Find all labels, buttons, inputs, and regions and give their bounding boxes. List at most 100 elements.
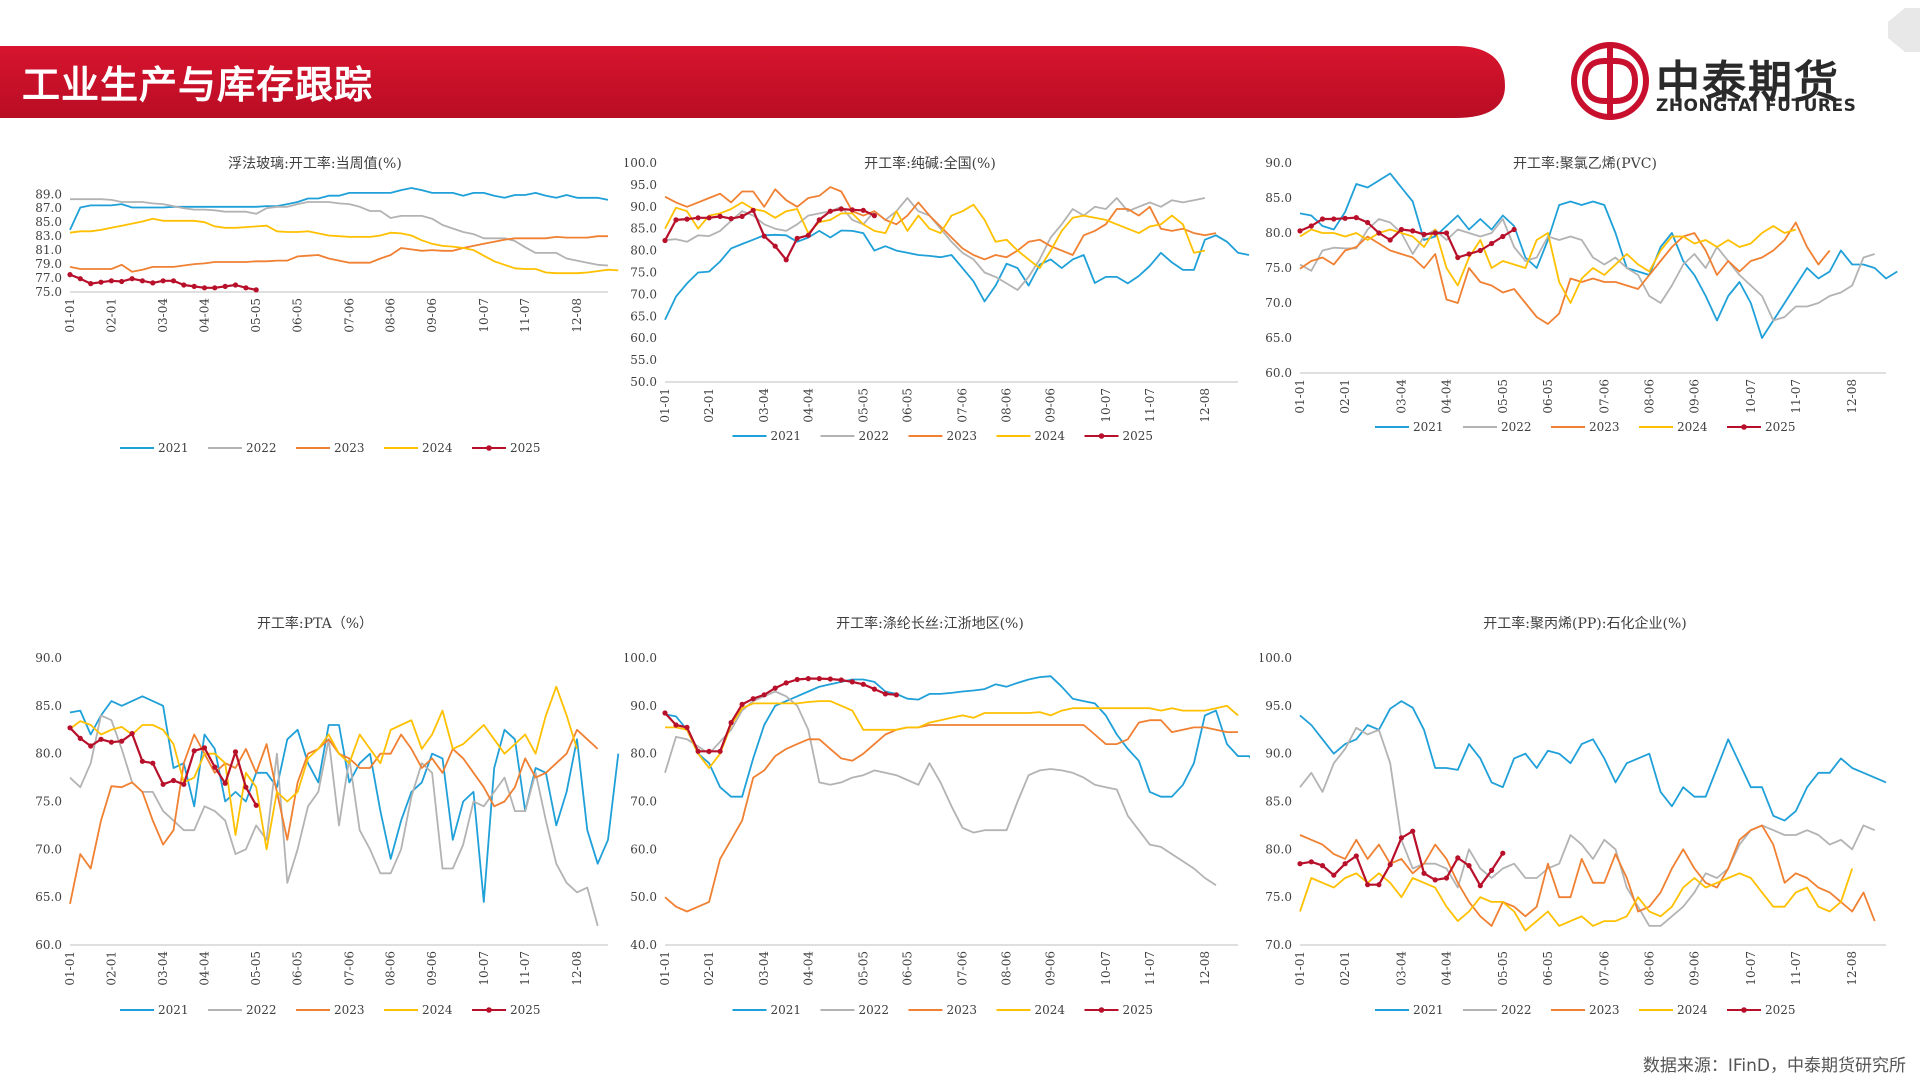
series-line-2023 <box>664 186 1217 261</box>
legend-marker <box>1741 1007 1747 1013</box>
legend-label: 2023 <box>1589 1003 1620 1017</box>
series-point-2025 <box>871 686 877 692</box>
series-line-2022 <box>664 197 1206 291</box>
series-point-2025 <box>1331 216 1337 222</box>
series-point-2025 <box>201 285 208 291</box>
series-line-2025 <box>664 677 897 753</box>
series-point-2025 <box>695 215 701 221</box>
series-point-2025 <box>1297 861 1303 867</box>
series-point-2025 <box>243 784 249 790</box>
y-tick-label: 85.0 <box>1265 795 1292 809</box>
chart-title: 开工率:PTA（%） <box>257 615 373 632</box>
series-point-2025 <box>706 748 712 754</box>
x-tick-label: 07-06 <box>1597 379 1611 414</box>
y-tick-label: 83.0 <box>35 229 62 243</box>
series-line-2021 <box>69 695 620 903</box>
x-tick-label: 12-08 <box>1845 951 1859 986</box>
series-point-2025 <box>1308 859 1314 865</box>
x-tick-label: 09-06 <box>425 951 439 986</box>
legend-label: 2021 <box>158 1003 189 1017</box>
x-tick-label: 01-01 <box>1293 379 1307 414</box>
series-point-2025 <box>108 278 114 284</box>
x-tick-label: 06-05 <box>1541 379 1555 414</box>
series-point-2025 <box>1443 875 1450 881</box>
series-point-2025 <box>1421 870 1427 876</box>
x-tick-label: 03-04 <box>1394 951 1408 986</box>
series-point-2025 <box>1466 863 1472 869</box>
x-tick-label: 08-06 <box>1000 951 1014 986</box>
legend-item-2022: 2022 <box>820 1003 889 1017</box>
y-tick-label: 75.0 <box>630 266 657 280</box>
x-tick-label: 11-07 <box>1789 951 1803 986</box>
x-tick-label: 11-07 <box>1143 388 1157 423</box>
legend-item-2024: 2024 <box>996 1003 1065 1017</box>
series-line-2024 <box>1299 868 1854 932</box>
x-tick-label: 11-07 <box>1143 951 1157 986</box>
legend-marker <box>1098 1007 1105 1013</box>
legend-item-2023: 2023 <box>296 1003 365 1017</box>
x-tick-label: 06-05 <box>900 388 914 423</box>
legend-item-2023: 2023 <box>1551 1003 1620 1017</box>
chart-title: 开工率:涤纶长丝:江浙地区(%) <box>836 615 1024 632</box>
x-tick-label: 12-08 <box>570 951 584 986</box>
series-point-2025 <box>1398 835 1404 841</box>
series-point-2025 <box>139 278 145 284</box>
y-tick-label: 85.0 <box>35 215 62 229</box>
y-tick-label: 85.0 <box>630 222 657 236</box>
legend-item-2024: 2024 <box>996 429 1065 443</box>
series-point-2025 <box>67 725 73 731</box>
y-tick-label: 70.0 <box>1265 296 1292 310</box>
series-point-2025 <box>150 760 156 766</box>
y-tick-label: 100.0 <box>1260 651 1292 665</box>
series-point-2025 <box>1410 828 1416 834</box>
legend-label: 2025 <box>510 1003 541 1017</box>
x-tick-label: 08-06 <box>384 951 398 986</box>
series-point-2025 <box>98 736 104 742</box>
series-line-2022 <box>664 690 1217 886</box>
x-tick-label: 01-01 <box>63 298 77 333</box>
y-tick-label: 79.0 <box>35 257 62 271</box>
legend-label: 2021 <box>771 1003 802 1017</box>
x-tick-label: 04-04 <box>198 951 212 986</box>
x-tick-label: 02-01 <box>702 951 716 986</box>
legend-item-2024: 2024 <box>384 441 453 455</box>
series-point-2025 <box>827 208 833 214</box>
series-point-2025 <box>673 217 679 223</box>
x-tick-label: 06-05 <box>291 951 305 986</box>
y-tick-label: 80.0 <box>630 244 657 258</box>
series-point-2025 <box>1353 215 1359 221</box>
x-tick-label: 04-04 <box>198 298 212 333</box>
x-tick-label: 09-06 <box>425 298 439 333</box>
legend-label: 2022 <box>859 429 890 443</box>
y-tick-label: 90.0 <box>35 651 62 665</box>
x-tick-label: 05-05 <box>1496 379 1510 414</box>
series-point-2025 <box>1331 872 1337 878</box>
y-tick-label: 75.0 <box>1265 890 1292 904</box>
legend-item-2021: 2021 <box>732 429 801 443</box>
series-point-2025 <box>108 739 114 745</box>
series-point-2025 <box>1319 216 1326 222</box>
y-tick-label: 70.0 <box>630 795 657 809</box>
series-point-2025 <box>1376 230 1382 236</box>
x-tick-label: 08-06 <box>1642 951 1656 986</box>
series-line-2021 <box>664 675 1250 798</box>
x-tick-label: 11-07 <box>518 951 532 986</box>
y-tick-label: 60.0 <box>35 938 62 952</box>
legend-item-2022: 2022 <box>208 441 277 455</box>
series-point-2025 <box>684 216 690 222</box>
legend-label: 2025 <box>1123 429 1154 443</box>
legend-marker <box>486 445 492 451</box>
series-point-2025 <box>860 681 866 687</box>
series-point-2025 <box>816 217 822 223</box>
legend-label: 2021 <box>1413 1003 1444 1017</box>
series-point-2025 <box>1376 882 1382 888</box>
legend-item-2024: 2024 <box>384 1003 453 1017</box>
series-point-2025 <box>838 206 844 212</box>
legend-label: 2021 <box>1413 420 1444 434</box>
series-point-2025 <box>1398 226 1404 233</box>
series-line-2023 <box>69 235 608 273</box>
x-tick-label: 02-01 <box>1338 951 1352 986</box>
series-point-2025 <box>88 281 94 287</box>
x-tick-label: 07-06 <box>342 951 356 986</box>
series-point-2025 <box>1308 223 1314 229</box>
